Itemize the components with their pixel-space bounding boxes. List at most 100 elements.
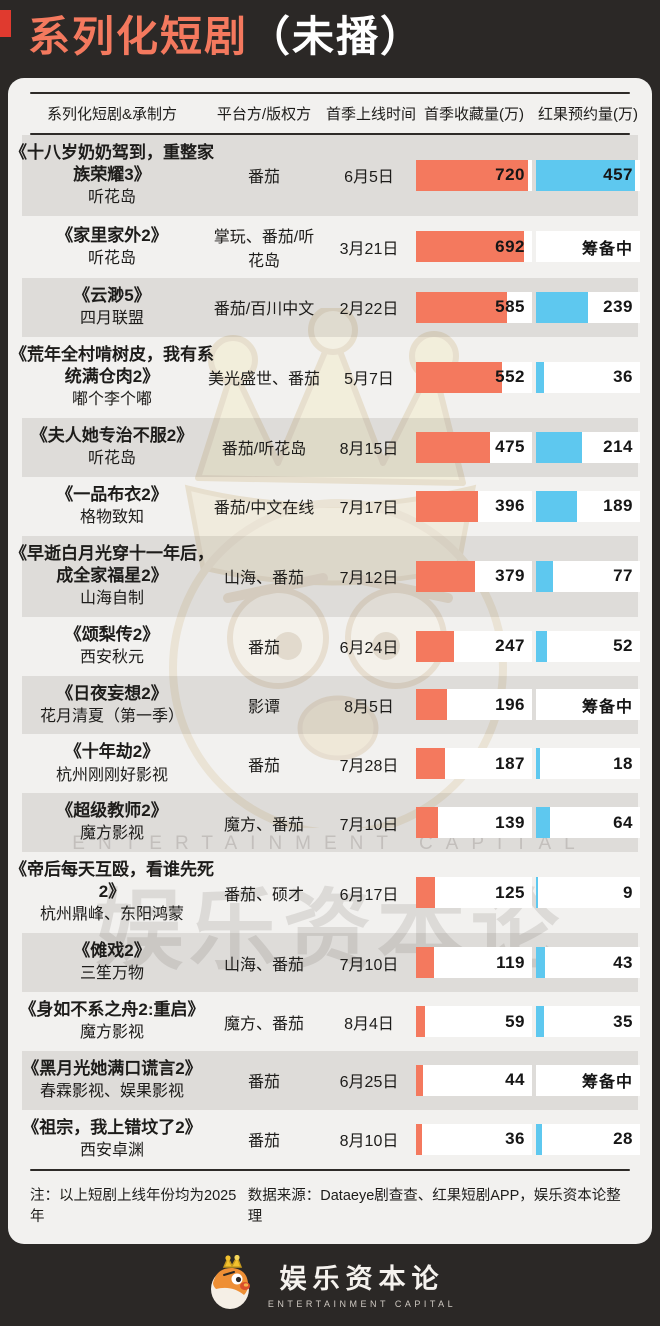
reservation-value: 筹备中 [581,698,633,716]
reservation-cell: 筹备中 [536,1064,640,1096]
collection-value: 125 [495,882,525,902]
table-row: 《日夜妄想2》 花月清夏（第一季） 影谭 8月5日 196 筹备中 [22,675,640,735]
drama-title: 《帝后每天互殴，看谁先死2》 [10,860,214,902]
reservation-bar: 18 [536,748,640,780]
collection-value: 119 [496,952,525,972]
collection-bar-fill [416,877,436,909]
collection-cell: 552 [416,361,532,393]
drama-title: 《黑月光她满口谎言2》 [22,1058,202,1078]
reservation-bar: 214 [536,431,640,463]
drama-cell: 《家里家外2》 听花岛 [22,225,202,270]
collection-bar: 396 [416,490,532,522]
collection-cell: 36 [416,1123,532,1155]
collection-cell: 247 [416,630,532,662]
reservation-cell: 43 [536,947,640,979]
launch-date-cell: 2月22日 [339,301,399,319]
drama-producer: 西安卓渊 [79,1141,144,1159]
collection-bar-fill [416,490,478,522]
collection-bar-fill [416,1064,423,1096]
reservation-bar-fill [536,630,548,662]
platform-cell: 美光盛世、番茄 [207,371,320,389]
table-row: 《夫人她专治不服2》 听花岛 番茄/听花岛 8月15日 475 214 [22,417,640,477]
platform-cell: 番茄 [247,757,280,775]
platform-cell: 影谭 [247,698,280,716]
reservation-cell: 36 [536,361,640,393]
drama-title: 《祖宗，我上错坟了2》 [22,1117,202,1137]
collection-bar: 59 [416,1006,532,1037]
platform-cell: 魔方、番茄 [223,816,304,834]
collection-value: 36 [505,1129,525,1149]
drama-cell: 《十八岁奶奶驾到，重整家族荣耀3》 听花岛 [10,142,214,209]
reservation-value: 28 [613,1129,633,1149]
reservation-cell: 77 [536,560,640,592]
collection-cell: 692 [416,231,532,263]
platform-cell: 番茄 [247,169,280,187]
collection-bar: 187 [416,748,532,780]
drama-producer: 杭州鼎峰、东阳鸿蒙 [39,906,184,924]
reservation-value: 35 [613,1011,633,1031]
drama-cell: 《黑月光她满口谎言2》 春霖影视、娱果影视 [22,1058,202,1103]
collection-bar: 379 [416,560,532,592]
collection-cell: 139 [416,807,532,839]
collection-bar: 585 [416,291,532,323]
collection-cell: 119 [416,947,532,979]
collection-cell: 585 [416,291,532,323]
collection-bar-fill [416,291,507,323]
table-row: 《十年劫2》 杭州刚刚好影视 番茄 7月28日 187 18 [22,734,640,793]
collection-bar-fill [416,807,438,839]
launch-date-cell: 5月7日 [344,371,394,389]
table-row: 《超级教师2》 魔方影视 魔方、番茄 7月10日 139 64 [22,793,640,853]
collection-bar-fill [416,560,475,592]
table-row: 《荒年全村啃树皮，我有系统满仓肉2》 嘟个李个嘟 美光盛世、番茄 5月7日 55… [10,337,640,418]
reservation-bar: 35 [536,1006,640,1037]
collection-bar-fill [416,630,455,662]
drama-title: 《十年劫2》 [64,742,160,762]
collection-value: 552 [495,367,525,387]
drama-producer: 春霖影视、娱果影视 [39,1083,184,1101]
launch-date-cell: 8月5日 [344,698,394,716]
reservation-bar-fill [536,431,583,463]
collection-value: 475 [495,437,525,457]
table-row: 《颂梨传2》 西安秋元 番茄 6月24日 247 52 [22,617,640,676]
platform-cell: 番茄/百川中文 [213,301,315,319]
drama-title: 《颂梨传2》 [64,624,160,644]
platform-cell: 番茄、硕才 [223,886,304,904]
reservation-bar: 28 [536,1123,640,1155]
drama-cell: 《祖宗，我上错坟了2》 西安卓渊 [22,1117,202,1162]
drama-producer: 四月联盟 [79,310,144,328]
column-header-launch-date: 首季上线时间 [326,106,417,123]
drama-cell: 《夫人她专治不服2》 听花岛 [22,425,202,470]
collection-value: 59 [505,1011,525,1031]
reservation-cell: 18 [536,748,640,780]
footnote-year: 注：以上短剧上线年份均为2025年 [30,1187,237,1225]
drama-title: 《一品布衣2》 [56,484,168,504]
collection-bar: 139 [416,807,532,839]
collection-bar: 125 [416,877,532,909]
launch-date-cell: 6月17日 [339,886,399,904]
drama-cell: 《十年劫2》 杭州刚刚好影视 [22,741,202,786]
drama-cell: 《一品布衣2》 格物致知 [22,484,202,529]
table-row: 《帝后每天互殴，看谁先死2》 杭州鼎峰、东阳鸿蒙 番茄、硕才 6月17日 125… [10,852,640,933]
drama-producer: 听花岛 [87,449,136,467]
collection-cell: 396 [416,490,532,522]
collection-bar-fill [416,1006,426,1037]
header-top-rule [30,92,630,94]
reservation-cell: 457 [536,159,640,191]
brand-name-en: ENTERTAINMENT CAPITAL [267,1298,457,1309]
drama-cell: 《帝后每天互殴，看谁先死2》 杭州鼎峰、东阳鸿蒙 [10,859,214,926]
reservation-value: 36 [613,367,633,387]
reservation-value: 筹备中 [581,1074,633,1092]
table-row: 《十八岁奶奶驾到，重整家族荣耀3》 听花岛 番茄 6月5日 720 457 [10,135,640,216]
reservation-value: 18 [613,753,633,773]
drama-producer: 听花岛 [87,189,136,207]
reservation-bar: 52 [536,630,640,662]
page-title-highlight: 系列化短剧 [28,13,249,60]
collection-bar: 119 [416,947,532,979]
collection-bar-fill [416,748,446,780]
collection-value: 396 [495,496,525,516]
drama-title: 《超级教师2》 [56,801,168,821]
table-row: 《傩戏2》 三笙万物 山海、番茄 7月10日 119 43 [22,933,640,993]
reservation-value: 9 [623,882,633,902]
collection-bar: 552 [416,361,532,393]
drama-cell: 《颂梨传2》 西安秋元 [22,624,202,669]
